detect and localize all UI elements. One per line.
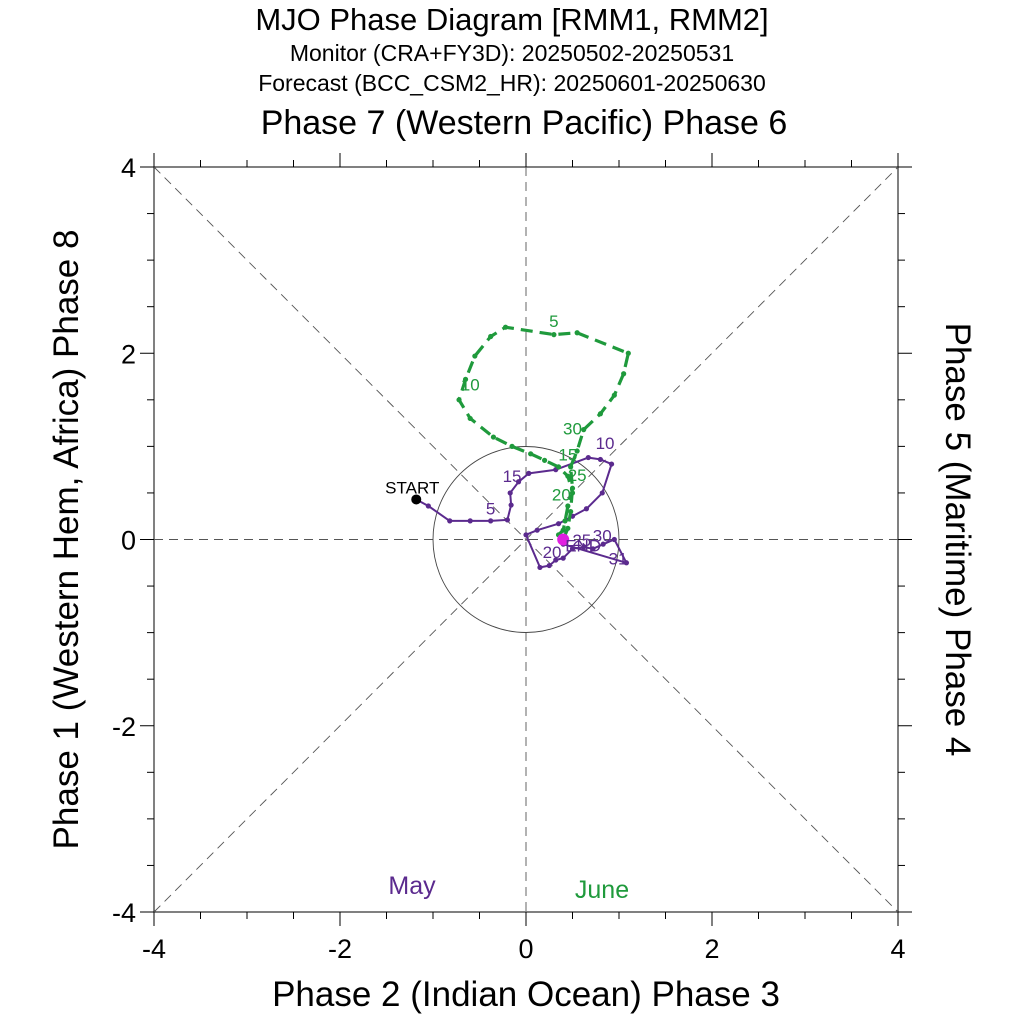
data-point-may — [599, 490, 605, 496]
data-point-may — [526, 470, 532, 476]
day-label-june: 20 — [552, 485, 571, 504]
day-label-june: 15 — [558, 445, 577, 464]
data-point-june — [568, 464, 574, 470]
data-point-may — [507, 490, 513, 496]
data-point-may — [611, 536, 617, 543]
day-label-may: 20 — [543, 543, 562, 562]
data-point-june — [555, 464, 562, 470]
data-point-june — [562, 518, 568, 524]
data-point-may — [534, 527, 540, 533]
x-axis-label: Phase 2 (Indian Ocean) Phase 3 — [272, 975, 780, 1014]
data-point-june — [568, 508, 574, 515]
data-point-may — [425, 503, 431, 509]
data-point-may — [515, 479, 522, 485]
data-point-june — [565, 503, 571, 509]
data-point-june — [456, 397, 462, 403]
day-label-june: 5 — [549, 312, 558, 331]
data-point-june — [569, 485, 576, 491]
data-point-may — [467, 518, 473, 524]
data-point-june — [569, 490, 576, 496]
data-point-may — [585, 454, 591, 461]
data-point-may — [560, 555, 566, 561]
day-label-may: 31 — [609, 550, 628, 569]
data-point-june — [488, 333, 494, 340]
start-label: START — [385, 478, 439, 497]
data-point-may — [447, 518, 453, 524]
data-point-june — [509, 443, 515, 449]
y-axis-label: Phase 1 (Western Hem, Africa) Phase 8 — [47, 230, 86, 850]
data-point-june — [611, 392, 617, 398]
day-label-may: 25 — [572, 531, 591, 550]
day-label-may: 15 — [503, 467, 522, 486]
monitor-subtitle: Monitor (CRA+FY3D): 20250502-20250531 — [289, 40, 735, 66]
top-axis-phase-label: Phase 7 (Western Pacific) Phase 6 — [260, 104, 788, 142]
data-point-may — [553, 557, 559, 563]
unit-circle — [432, 446, 620, 633]
data-point-may — [600, 541, 606, 547]
data-point-june — [597, 411, 604, 417]
data-point-may — [597, 456, 604, 463]
data-point-june — [625, 350, 631, 356]
data-point-june — [467, 415, 473, 422]
legend-june: June — [575, 876, 629, 904]
day-label-june: 10 — [461, 376, 480, 395]
legend-may: May — [388, 872, 436, 900]
data-point-june — [565, 473, 571, 479]
data-point-may — [555, 521, 562, 527]
data-point-june — [502, 324, 509, 330]
x-tick-label: 0 — [518, 934, 533, 964]
end-marker — [557, 533, 570, 546]
x-tick-label: -2 — [328, 934, 352, 964]
data-point-june — [565, 525, 571, 531]
x-tick-label: 2 — [704, 934, 719, 964]
forecast-subtitle: Forecast (BCC_CSM2_HR): 20250601-2025063… — [258, 70, 766, 96]
data-point-may — [569, 546, 576, 552]
data-point-may — [523, 532, 529, 538]
data-point-june — [581, 427, 587, 433]
chart-title: MJO Phase Diagram [RMM1, RMM2] — [255, 2, 769, 37]
start-marker — [411, 494, 422, 505]
data-point-june — [462, 376, 469, 382]
data-point-june — [560, 527, 566, 533]
data-point-may — [583, 506, 590, 512]
day-label-may: 5 — [486, 499, 495, 518]
data-point-june — [528, 451, 534, 457]
end-label: END — [565, 537, 601, 556]
data-point-may — [590, 546, 596, 552]
data-point-may — [537, 564, 543, 571]
data-point-may — [508, 502, 514, 508]
data-point-may — [581, 544, 587, 550]
y-tick-label: -4 — [112, 898, 136, 928]
right-axis-label: Phase 5 (Maritime) Phase 4 — [938, 323, 977, 757]
day-label-may: 10 — [596, 434, 615, 453]
y-tick-label: -2 — [112, 712, 136, 742]
day-label-june: 25 — [568, 466, 587, 485]
y-tick-label: 0 — [121, 526, 136, 556]
data-point-june — [472, 353, 478, 359]
x-tick-label: 4 — [890, 934, 905, 964]
data-point-june — [551, 332, 557, 338]
day-label-june: 30 — [563, 419, 582, 438]
series-line-june — [457, 325, 630, 541]
data-point-may — [608, 461, 615, 467]
data-point-june — [574, 330, 580, 336]
data-point-may — [504, 517, 510, 523]
data-point-may — [623, 560, 630, 566]
data-point-june — [490, 434, 497, 440]
x-tick-label: -4 — [142, 934, 166, 964]
data-point-june — [542, 457, 548, 463]
diagonal-line — [153, 166, 899, 913]
y-tick-label: 2 — [121, 339, 136, 369]
data-point-may — [488, 518, 494, 524]
data-point-may — [546, 562, 552, 569]
y-tick-label: 4 — [121, 153, 136, 183]
data-point-june — [574, 448, 580, 454]
data-point-june — [621, 371, 627, 377]
day-label-may: 30 — [593, 526, 612, 545]
